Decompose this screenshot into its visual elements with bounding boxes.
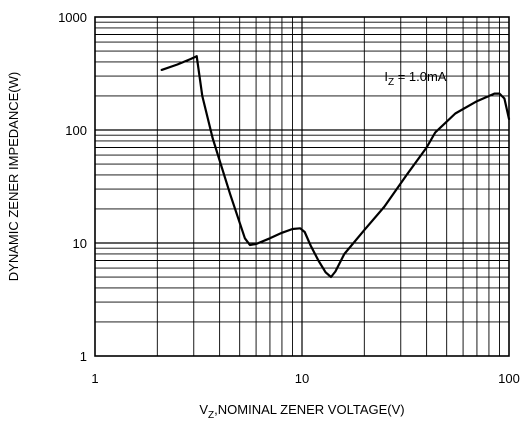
y-tick-label: 1000 xyxy=(58,10,87,25)
chart-grid xyxy=(95,17,509,356)
y-tick-label: 10 xyxy=(73,236,87,251)
x-tick-label: 100 xyxy=(498,371,520,386)
plot-frame xyxy=(94,16,510,357)
y-tick-labels: 1000 100 10 1 xyxy=(58,10,87,364)
y-axis-label: DYNAMIC ZENER IMPEDANCE(W) xyxy=(6,72,21,281)
x-axis-label: VZ,NOMINAL ZENER VOLTAGE(V) xyxy=(199,402,404,421)
x-tick-label: 1 xyxy=(91,371,98,386)
series-line xyxy=(160,55,511,279)
x-tick-label: 10 xyxy=(295,371,309,386)
y-tick-label: 1 xyxy=(80,349,87,364)
y-tick-label: 100 xyxy=(65,123,87,138)
x-tick-labels: 1 10 100 xyxy=(91,371,519,386)
annotation: IZ = 1.0mA xyxy=(384,69,446,88)
